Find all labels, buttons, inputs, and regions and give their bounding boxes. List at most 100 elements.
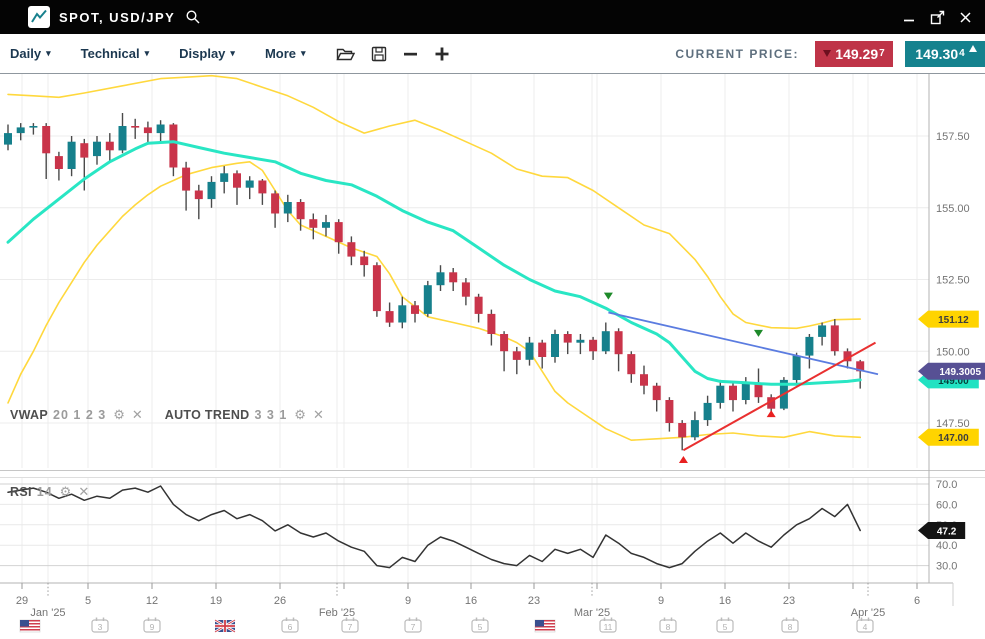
menu-technical[interactable]: Technical ▾	[80, 46, 150, 61]
overlay-indicator-row: VWAP 20 1 2 3 ⚙ ✕ AUTO TREND 3 3 1 ⚙ ✕	[10, 407, 324, 422]
svg-text:6: 6	[288, 622, 293, 632]
close-icon[interactable]	[957, 9, 973, 25]
svg-text:9: 9	[405, 595, 411, 607]
svg-text:Feb '25: Feb '25	[319, 607, 355, 619]
svg-text:149.3005: 149.3005	[939, 367, 981, 378]
svg-text:152.50: 152.50	[936, 275, 970, 287]
svg-text:19: 19	[210, 595, 222, 607]
candlesticks	[4, 113, 865, 451]
auto-trend-lines[interactable]	[608, 311, 879, 452]
svg-text:11: 11	[604, 622, 613, 632]
calendar-icon: 6	[281, 617, 299, 633]
calendar-icon: 9	[143, 617, 161, 633]
calendar-icon: 7	[341, 617, 359, 633]
svg-text:60.0: 60.0	[936, 499, 957, 511]
svg-text:Jan '25: Jan '25	[30, 607, 65, 619]
svg-text:150.00: 150.00	[936, 346, 970, 358]
chart-canvas[interactable]: 157.50155.00152.50150.00147.5070.060.050…	[0, 74, 985, 639]
svg-text:9: 9	[658, 595, 664, 607]
svg-text:16: 16	[465, 595, 477, 607]
svg-text:29: 29	[16, 595, 28, 607]
calendar-icon: 5	[471, 617, 489, 633]
calendar-icon: 8	[781, 617, 799, 633]
ask-price-box: 149.30 4	[905, 40, 985, 67]
arrow-down-icon	[823, 50, 832, 57]
axis-labels: 157.50155.00152.50150.00147.5070.060.050…	[936, 131, 970, 573]
event-icons[interactable]: 3 9 6 7 7 5	[19, 617, 874, 634]
window-title: SPOT, USD/JPY	[59, 9, 176, 25]
rsi-indicator-label: RSI	[10, 485, 32, 499]
bid-price-box: 149.29 7	[815, 40, 893, 67]
calendar-icon: 11	[599, 617, 617, 633]
window-controls	[901, 9, 985, 25]
us-flag-icon	[19, 619, 41, 633]
svg-text:147.00: 147.00	[938, 433, 969, 444]
auto-trend-indicator-label: AUTO TREND	[164, 408, 250, 422]
zoom-out-button[interactable]	[403, 46, 418, 62]
axes	[0, 74, 985, 606]
menu-display[interactable]: Display ▾	[179, 46, 235, 61]
svg-text:30.0: 30.0	[936, 561, 957, 573]
chevron-down-icon: ▾	[46, 48, 51, 58]
svg-text:155.00: 155.00	[936, 203, 970, 215]
zoom-in-button[interactable]	[434, 46, 450, 62]
svg-text:5: 5	[478, 622, 483, 632]
svg-text:5: 5	[723, 622, 728, 632]
gear-icon[interactable]: ⚙	[59, 484, 72, 499]
svg-text:70.0: 70.0	[936, 479, 957, 491]
save-button[interactable]	[371, 46, 387, 62]
svg-text:151.12: 151.12	[938, 315, 969, 326]
calendar-icon: 8	[659, 617, 677, 633]
uk-flag-icon	[214, 618, 236, 634]
svg-text:4: 4	[863, 622, 868, 632]
svg-text:23: 23	[528, 595, 540, 607]
minus-icon	[403, 52, 417, 55]
close-icon[interactable]: ✕	[312, 407, 324, 422]
search-icon[interactable]	[185, 9, 201, 25]
svg-text:12: 12	[146, 595, 158, 607]
svg-text:149.00: 149.00	[938, 376, 969, 387]
svg-text:157.50: 157.50	[936, 131, 970, 143]
calendar-icon: 5	[716, 617, 734, 633]
svg-text:8: 8	[666, 622, 671, 632]
toolbar: Daily ▾ Technical ▾ Display ▾ More ▾	[0, 34, 985, 74]
svg-text:7: 7	[411, 622, 416, 632]
gear-icon[interactable]: ⚙	[113, 407, 125, 422]
signal-arrows	[603, 292, 776, 464]
rsi-indicator-row: RSI 14 ⚙ ✕	[10, 484, 90, 499]
svg-text:26: 26	[274, 595, 286, 607]
svg-text:Apr '25: Apr '25	[851, 607, 886, 619]
us-flag-icon	[534, 619, 556, 633]
menu-daily[interactable]: Daily ▾	[10, 46, 51, 61]
open-file-button[interactable]	[335, 46, 355, 62]
svg-text:5: 5	[85, 595, 91, 607]
svg-text:16: 16	[719, 595, 731, 607]
svg-text:9: 9	[150, 622, 155, 632]
calendar-icon: 7	[404, 617, 422, 633]
svg-text:3: 3	[98, 622, 103, 632]
minimize-button[interactable]	[901, 9, 917, 25]
rsi-line	[7, 485, 861, 569]
svg-text:47.2: 47.2	[937, 526, 957, 537]
restore-button[interactable]	[929, 9, 945, 25]
svg-text:8: 8	[788, 622, 793, 632]
svg-text:6: 6	[914, 595, 920, 607]
folder-open-icon	[335, 48, 355, 60]
chevron-down-icon: ▾	[301, 48, 306, 58]
save-icon	[371, 46, 386, 61]
svg-text:147.50: 147.50	[936, 418, 970, 430]
gear-icon[interactable]: ⚙	[294, 407, 306, 422]
plus-icon	[435, 47, 449, 60]
arrow-up-icon	[968, 44, 977, 52]
chevron-down-icon: ▾	[230, 48, 235, 58]
calendar-icon: 4	[856, 617, 874, 633]
close-icon[interactable]: ✕	[78, 484, 90, 499]
svg-text:Mar '25: Mar '25	[574, 607, 610, 619]
calendar-icon: 3	[91, 617, 109, 633]
titlebar: SPOT, USD/JPY	[0, 0, 985, 34]
menu-more[interactable]: More ▾	[264, 46, 306, 61]
svg-text:7: 7	[348, 622, 353, 632]
close-icon[interactable]: ✕	[131, 407, 143, 422]
